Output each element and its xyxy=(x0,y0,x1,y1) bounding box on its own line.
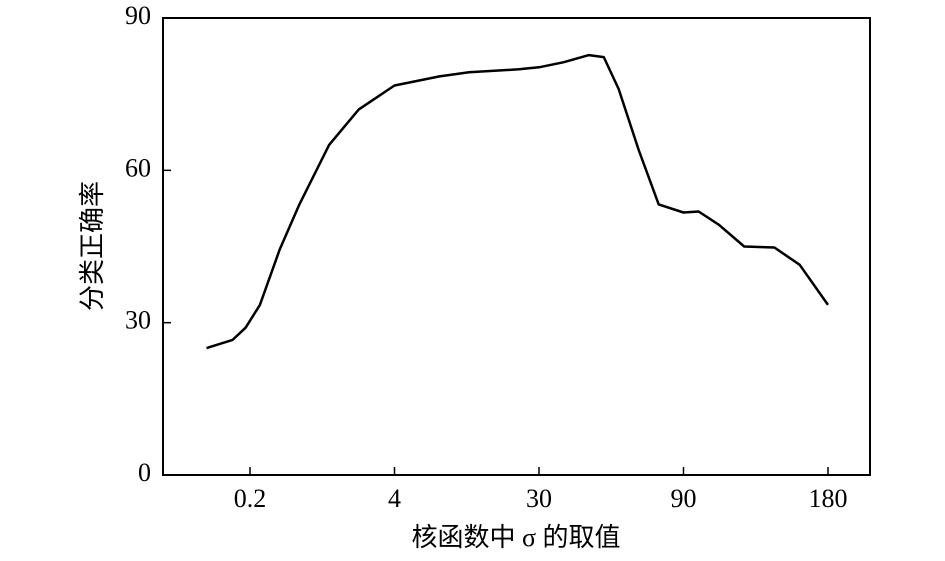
x-tick-label: 30 xyxy=(526,484,552,513)
line-series xyxy=(206,53,830,350)
x-axis-label: 核函数中 σ 的取值 xyxy=(411,523,620,552)
y-tick-label: 0 xyxy=(138,458,151,487)
x-tick-label: 4 xyxy=(388,484,401,513)
plot-frame xyxy=(162,17,871,476)
y-axis-label: 分类正确率 xyxy=(78,181,107,311)
y-tick-label: 30 xyxy=(125,306,151,335)
x-tick-label: 90 xyxy=(671,484,697,513)
x-tick-label: 0.2 xyxy=(234,484,267,513)
x-tick-label: 180 xyxy=(809,484,848,513)
y-tick-label: 90 xyxy=(125,1,151,30)
y-tick-label: 60 xyxy=(125,153,151,182)
